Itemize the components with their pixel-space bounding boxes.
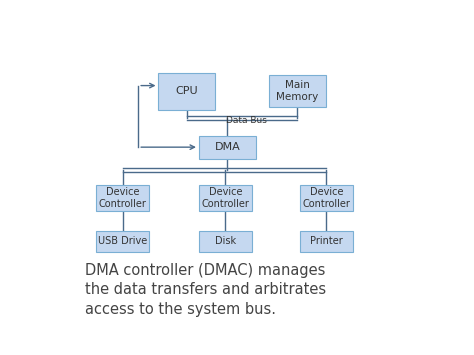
Text: Printer: Printer [310, 236, 343, 246]
Text: USB Drive: USB Drive [98, 236, 147, 246]
FancyBboxPatch shape [96, 231, 149, 252]
FancyBboxPatch shape [199, 185, 252, 211]
FancyBboxPatch shape [300, 185, 353, 211]
Text: Device
Controller: Device Controller [302, 187, 350, 208]
FancyBboxPatch shape [158, 73, 215, 110]
FancyBboxPatch shape [96, 185, 149, 211]
Text: Main
Memory: Main Memory [276, 80, 318, 102]
Text: Disk: Disk [215, 236, 236, 246]
Text: Data Bus: Data Bus [227, 116, 267, 125]
FancyBboxPatch shape [300, 231, 353, 252]
Text: DMA controller (DMAC) manages
the data transfers and arbitrates
access to the sy: DMA controller (DMAC) manages the data t… [85, 263, 326, 317]
Text: Device
Controller: Device Controller [201, 187, 249, 208]
FancyBboxPatch shape [199, 231, 252, 252]
Text: CPU: CPU [175, 86, 198, 96]
FancyBboxPatch shape [269, 75, 326, 107]
Text: DMA: DMA [214, 142, 240, 152]
Text: Device
Controller: Device Controller [99, 187, 146, 208]
FancyBboxPatch shape [199, 136, 256, 159]
